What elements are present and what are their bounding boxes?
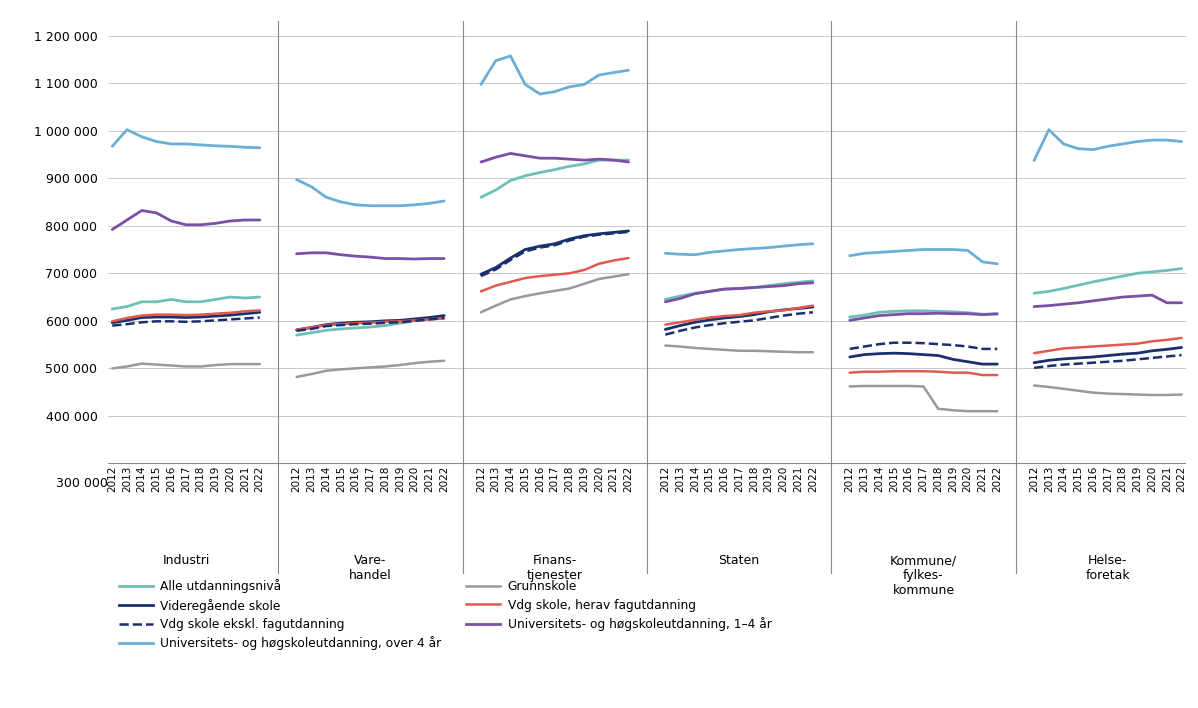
Text: 2022: 2022 <box>440 466 449 492</box>
Text: 2020: 2020 <box>225 466 235 492</box>
Text: 2018: 2018 <box>933 466 943 492</box>
Legend: Alle utdanningsnivå, Videregående skole, Vdg skole ekskl. fagutdanning, Universi: Alle utdanningsnivå, Videregående skole,… <box>114 574 776 656</box>
Text: 2017: 2017 <box>550 466 559 492</box>
Text: 2013: 2013 <box>859 466 870 492</box>
Text: 2015: 2015 <box>335 466 346 492</box>
Text: 2022: 2022 <box>255 466 265 492</box>
Text: 2014: 2014 <box>321 466 331 492</box>
Text: 2020: 2020 <box>410 466 419 492</box>
Text: 2022: 2022 <box>1176 466 1186 492</box>
Text: 2012: 2012 <box>476 466 486 492</box>
Text: 2016: 2016 <box>167 466 176 492</box>
Text: 2021: 2021 <box>793 466 803 492</box>
Text: 2016: 2016 <box>903 466 914 492</box>
Text: 2016: 2016 <box>351 466 361 492</box>
Text: 2021: 2021 <box>1162 466 1172 492</box>
Text: 2020: 2020 <box>779 466 788 492</box>
Text: 2013: 2013 <box>676 466 685 492</box>
Text: 2022: 2022 <box>623 466 634 492</box>
Text: 2022: 2022 <box>807 466 818 492</box>
Text: 2012: 2012 <box>108 466 117 492</box>
Text: 2015: 2015 <box>151 466 162 492</box>
Text: 2013: 2013 <box>307 466 316 492</box>
Text: 2015: 2015 <box>520 466 531 492</box>
Text: 2016: 2016 <box>536 466 545 492</box>
Text: 2019: 2019 <box>948 466 958 492</box>
Text: 2017: 2017 <box>734 466 744 492</box>
Text: 2012: 2012 <box>660 466 671 492</box>
Text: 2020: 2020 <box>1148 466 1157 492</box>
Text: 2019: 2019 <box>580 466 589 492</box>
Text: Kommune/
fylkes-
kommune: Kommune/ fylkes- kommune <box>890 554 957 597</box>
Text: 2017: 2017 <box>1103 466 1113 492</box>
Text: 2019: 2019 <box>1132 466 1143 492</box>
Text: Vare-
handel: Vare- handel <box>349 554 392 582</box>
Text: 2019: 2019 <box>763 466 774 492</box>
Text: 2022: 2022 <box>992 466 1003 492</box>
Text: 2020: 2020 <box>594 466 604 492</box>
Text: 2021: 2021 <box>240 466 250 492</box>
Text: 2014: 2014 <box>1059 466 1069 492</box>
Text: 2018: 2018 <box>564 466 575 492</box>
Text: 2014: 2014 <box>506 466 515 492</box>
Text: 2021: 2021 <box>609 466 618 492</box>
Text: 2019: 2019 <box>395 466 405 492</box>
Text: 2012: 2012 <box>845 466 854 492</box>
Text: 2018: 2018 <box>1118 466 1127 492</box>
Text: 2016: 2016 <box>1088 466 1099 492</box>
Text: 2021: 2021 <box>978 466 987 492</box>
Text: Staten: Staten <box>719 554 760 567</box>
Text: 2012: 2012 <box>291 466 302 492</box>
Text: 2016: 2016 <box>719 466 730 492</box>
Text: Industri: Industri <box>162 554 210 567</box>
Text: Finans-
tjenester: Finans- tjenester <box>527 554 582 582</box>
Text: 2018: 2018 <box>195 466 206 492</box>
Text: 2018: 2018 <box>380 466 391 492</box>
Text: 2015: 2015 <box>704 466 714 492</box>
Text: 2013: 2013 <box>1043 466 1054 492</box>
Text: 2020: 2020 <box>963 466 973 492</box>
Text: Helse-
foretak: Helse- foretak <box>1085 554 1130 582</box>
Text: 2014: 2014 <box>875 466 884 492</box>
Text: 2014: 2014 <box>690 466 700 492</box>
Text: 2015: 2015 <box>889 466 898 492</box>
Text: 2017: 2017 <box>181 466 190 492</box>
Text: 2015: 2015 <box>1073 466 1083 492</box>
Text: 2021: 2021 <box>424 466 435 492</box>
Text: 2013: 2013 <box>122 466 132 492</box>
Text: 2014: 2014 <box>137 466 146 492</box>
Text: 2018: 2018 <box>749 466 758 492</box>
Text: 2017: 2017 <box>365 466 375 492</box>
Text: 2019: 2019 <box>211 466 220 492</box>
Text: 2013: 2013 <box>491 466 501 492</box>
Text: 300 000: 300 000 <box>56 477 108 490</box>
Text: 2012: 2012 <box>1029 466 1039 492</box>
Text: 2017: 2017 <box>919 466 928 492</box>
